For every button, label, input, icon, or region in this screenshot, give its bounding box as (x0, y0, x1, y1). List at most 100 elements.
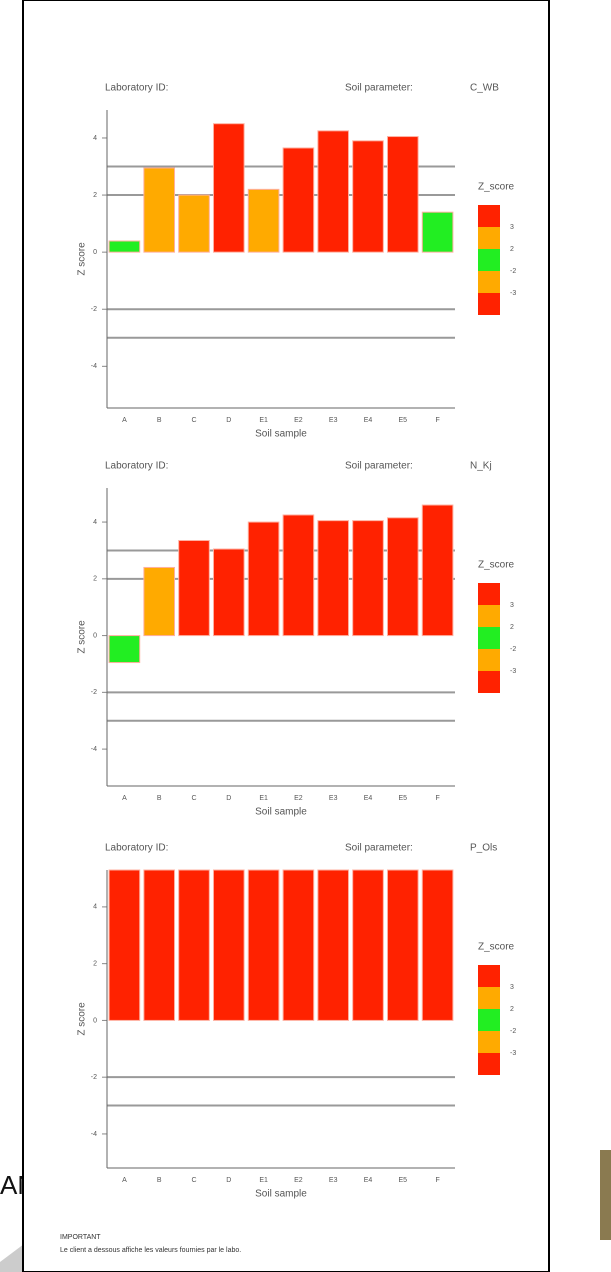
param-label: Soil parameter: (345, 83, 413, 94)
bar (387, 870, 418, 1020)
x-axis-title: Soil sample (255, 429, 307, 440)
legend-label: 2 (510, 624, 514, 631)
x-tick-label: A (122, 417, 127, 424)
x-tick-label: E4 (364, 795, 373, 802)
x-tick-label: E5 (399, 795, 408, 802)
x-tick-label: E2 (294, 417, 303, 424)
legend-swatch (478, 605, 500, 627)
x-axis-title: Soil sample (255, 1189, 307, 1200)
bar (283, 870, 314, 1020)
legend-swatch (478, 271, 500, 293)
lab-label: Laboratory ID: (105, 83, 168, 94)
bar (248, 522, 279, 636)
legend-swatch (478, 293, 500, 315)
legend-swatch (478, 227, 500, 249)
y-tick-label: 2 (93, 192, 97, 199)
x-tick-label: F (435, 795, 439, 802)
x-tick-label: E4 (364, 417, 373, 424)
legend-swatch (478, 965, 500, 987)
y-tick-label: -2 (91, 689, 97, 696)
legend-label: -2 (510, 646, 516, 653)
legend-label: -2 (510, 268, 516, 275)
x-tick-label: E3 (329, 417, 338, 424)
y-tick-label: -4 (91, 363, 97, 370)
x-tick-label: F (435, 1177, 439, 1184)
y-tick-label: 0 (93, 1017, 97, 1024)
x-tick-label: A (122, 795, 127, 802)
legend-swatch (478, 649, 500, 671)
x-tick-label: E3 (329, 795, 338, 802)
legend-title: Z_score (478, 942, 515, 953)
legend-title: Z_score (478, 560, 515, 571)
x-tick-label: B (157, 1177, 162, 1184)
bar (144, 567, 175, 635)
x-axis-title: Soil sample (255, 807, 307, 818)
x-tick-label: E1 (259, 1177, 268, 1184)
background-image (600, 1150, 611, 1240)
bar (179, 541, 210, 636)
bar (213, 124, 244, 252)
legend-label: -2 (510, 1028, 516, 1035)
bar (213, 870, 244, 1020)
y-axis-title: Z score (77, 242, 88, 276)
legend-label: 3 (510, 984, 514, 991)
x-tick-label: D (226, 795, 231, 802)
y-axis-title: Z score (77, 620, 88, 654)
bar (387, 137, 418, 253)
bar (248, 870, 279, 1020)
x-tick-label: E5 (399, 417, 408, 424)
y-tick-label: 0 (93, 249, 97, 256)
bar (248, 189, 279, 252)
y-tick-label: -2 (91, 1074, 97, 1081)
y-tick-label: -4 (91, 1131, 97, 1138)
legend-label: 2 (510, 1006, 514, 1013)
legend-swatch (478, 1053, 500, 1075)
bar (422, 870, 453, 1020)
legend-label: -3 (510, 1050, 516, 1057)
x-tick-label: E1 (259, 417, 268, 424)
x-tick-label: E1 (259, 795, 268, 802)
legend-swatch (478, 583, 500, 605)
x-tick-label: E3 (329, 1177, 338, 1184)
footer-text: Le client a dessous affiche les valeurs … (60, 1247, 241, 1254)
lab-label: Laboratory ID: (105, 461, 168, 472)
legend-title: Z_score (478, 182, 515, 193)
y-axis-title: Z score (77, 1002, 88, 1036)
bar (353, 521, 384, 636)
y-tick-label: 4 (93, 519, 97, 526)
bar (318, 521, 349, 636)
bar (144, 870, 175, 1020)
bar (318, 131, 349, 252)
document: AN IMPORTANT Le client a dessous affiche… (0, 0, 611, 1272)
legend-swatch (478, 1031, 500, 1053)
bar (213, 549, 244, 636)
bar (179, 195, 210, 252)
x-tick-label: E2 (294, 1177, 303, 1184)
page: {"background_text": "AN", "footer": {"ti… (0, 0, 611, 1272)
legend-swatch (478, 627, 500, 649)
y-tick-label: 4 (93, 135, 97, 142)
y-tick-label: 0 (93, 632, 97, 639)
bar (318, 870, 349, 1020)
param-label: Soil parameter: (345, 461, 413, 472)
legend-swatch (478, 249, 500, 271)
x-tick-label: C (191, 795, 196, 802)
legend-swatch (478, 671, 500, 693)
x-tick-label: D (226, 417, 231, 424)
y-tick-label: 4 (93, 904, 97, 911)
y-tick-label: -4 (91, 746, 97, 753)
x-tick-label: D (226, 1177, 231, 1184)
legend-label: 2 (510, 246, 514, 253)
bar (283, 515, 314, 636)
x-tick-label: B (157, 417, 162, 424)
legend-swatch (478, 987, 500, 1009)
legend-swatch (478, 205, 500, 227)
x-tick-label: A (122, 1177, 127, 1184)
lab-label: Laboratory ID: (105, 843, 168, 854)
bar (283, 148, 314, 252)
legend-label: 3 (510, 224, 514, 231)
bar (109, 241, 140, 252)
param-label: Soil parameter: (345, 843, 413, 854)
y-tick-label: -2 (91, 306, 97, 313)
param-value: P_Ols (470, 843, 497, 854)
